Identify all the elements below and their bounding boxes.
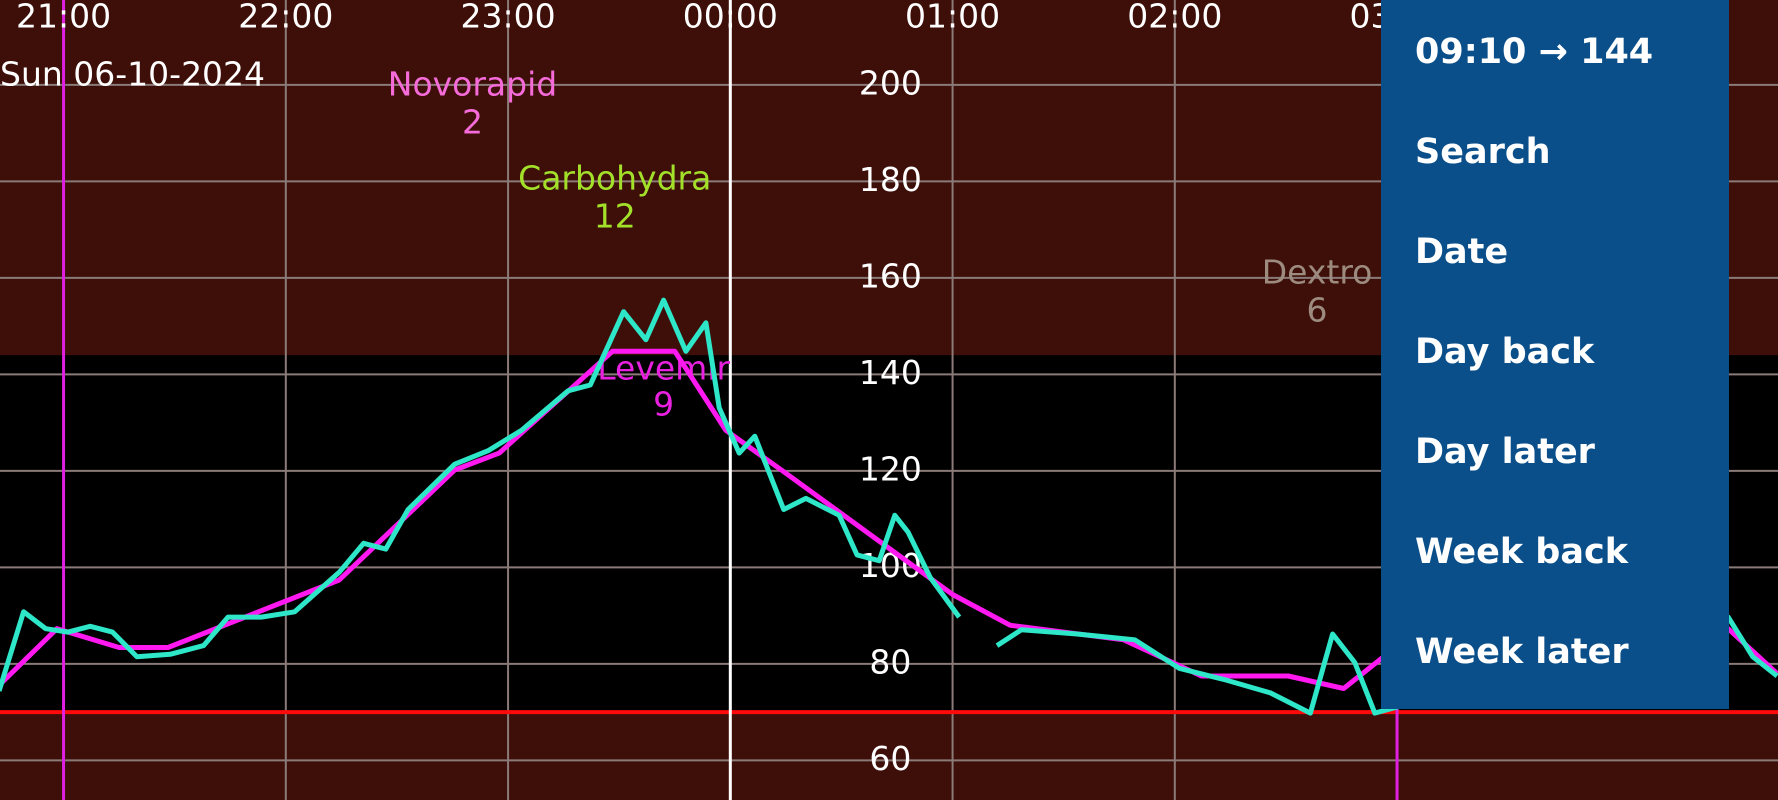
y-tick-label: 120 <box>859 449 922 488</box>
menu-item[interactable]: Day later <box>1415 432 1595 472</box>
menu-item[interactable]: Search <box>1415 132 1551 172</box>
annotation-label: Novorapid <box>388 65 557 104</box>
x-tick-label: 23:00 <box>461 0 556 36</box>
menu-item[interactable]: Week back <box>1415 532 1628 572</box>
date-label: Sun 06-10-2024 <box>0 55 265 94</box>
y-tick-label: 160 <box>859 256 922 295</box>
y-tick-label: 180 <box>859 160 922 199</box>
glucose-line <box>0 348 1778 691</box>
annotation-value: 6 <box>1307 291 1328 330</box>
annotation-value: 12 <box>594 197 636 236</box>
y-tick-label: 140 <box>859 353 922 392</box>
y-tick-label: 200 <box>859 63 922 102</box>
menu-header: 09:10 → 144 <box>1415 32 1654 72</box>
context-menu: 09:10 → 144 Search Date Day back Day later W… <box>1381 0 1729 709</box>
menu-item[interactable]: Day back <box>1415 332 1595 372</box>
y-tick-label: 80 <box>869 642 911 681</box>
menu-item[interactable]: Date <box>1415 232 1509 272</box>
x-tick-label: 01:00 <box>905 0 1000 36</box>
x-tick-label: 21:00 <box>16 0 111 36</box>
annotation-label: Dextro <box>1262 253 1373 292</box>
annotation-value: 9 <box>653 385 674 424</box>
y-tick-label: 60 <box>869 739 911 778</box>
annotation-label: Levemir <box>597 349 730 388</box>
menu-item[interactable]: Week later <box>1415 632 1629 672</box>
annotation-value: 2 <box>462 103 483 142</box>
x-tick-label: 00:00 <box>683 0 778 36</box>
x-tick-label: 02:00 <box>1127 0 1222 36</box>
x-tick-label: 22:00 <box>238 0 333 36</box>
annotation-label: Carbohydra <box>518 159 711 198</box>
